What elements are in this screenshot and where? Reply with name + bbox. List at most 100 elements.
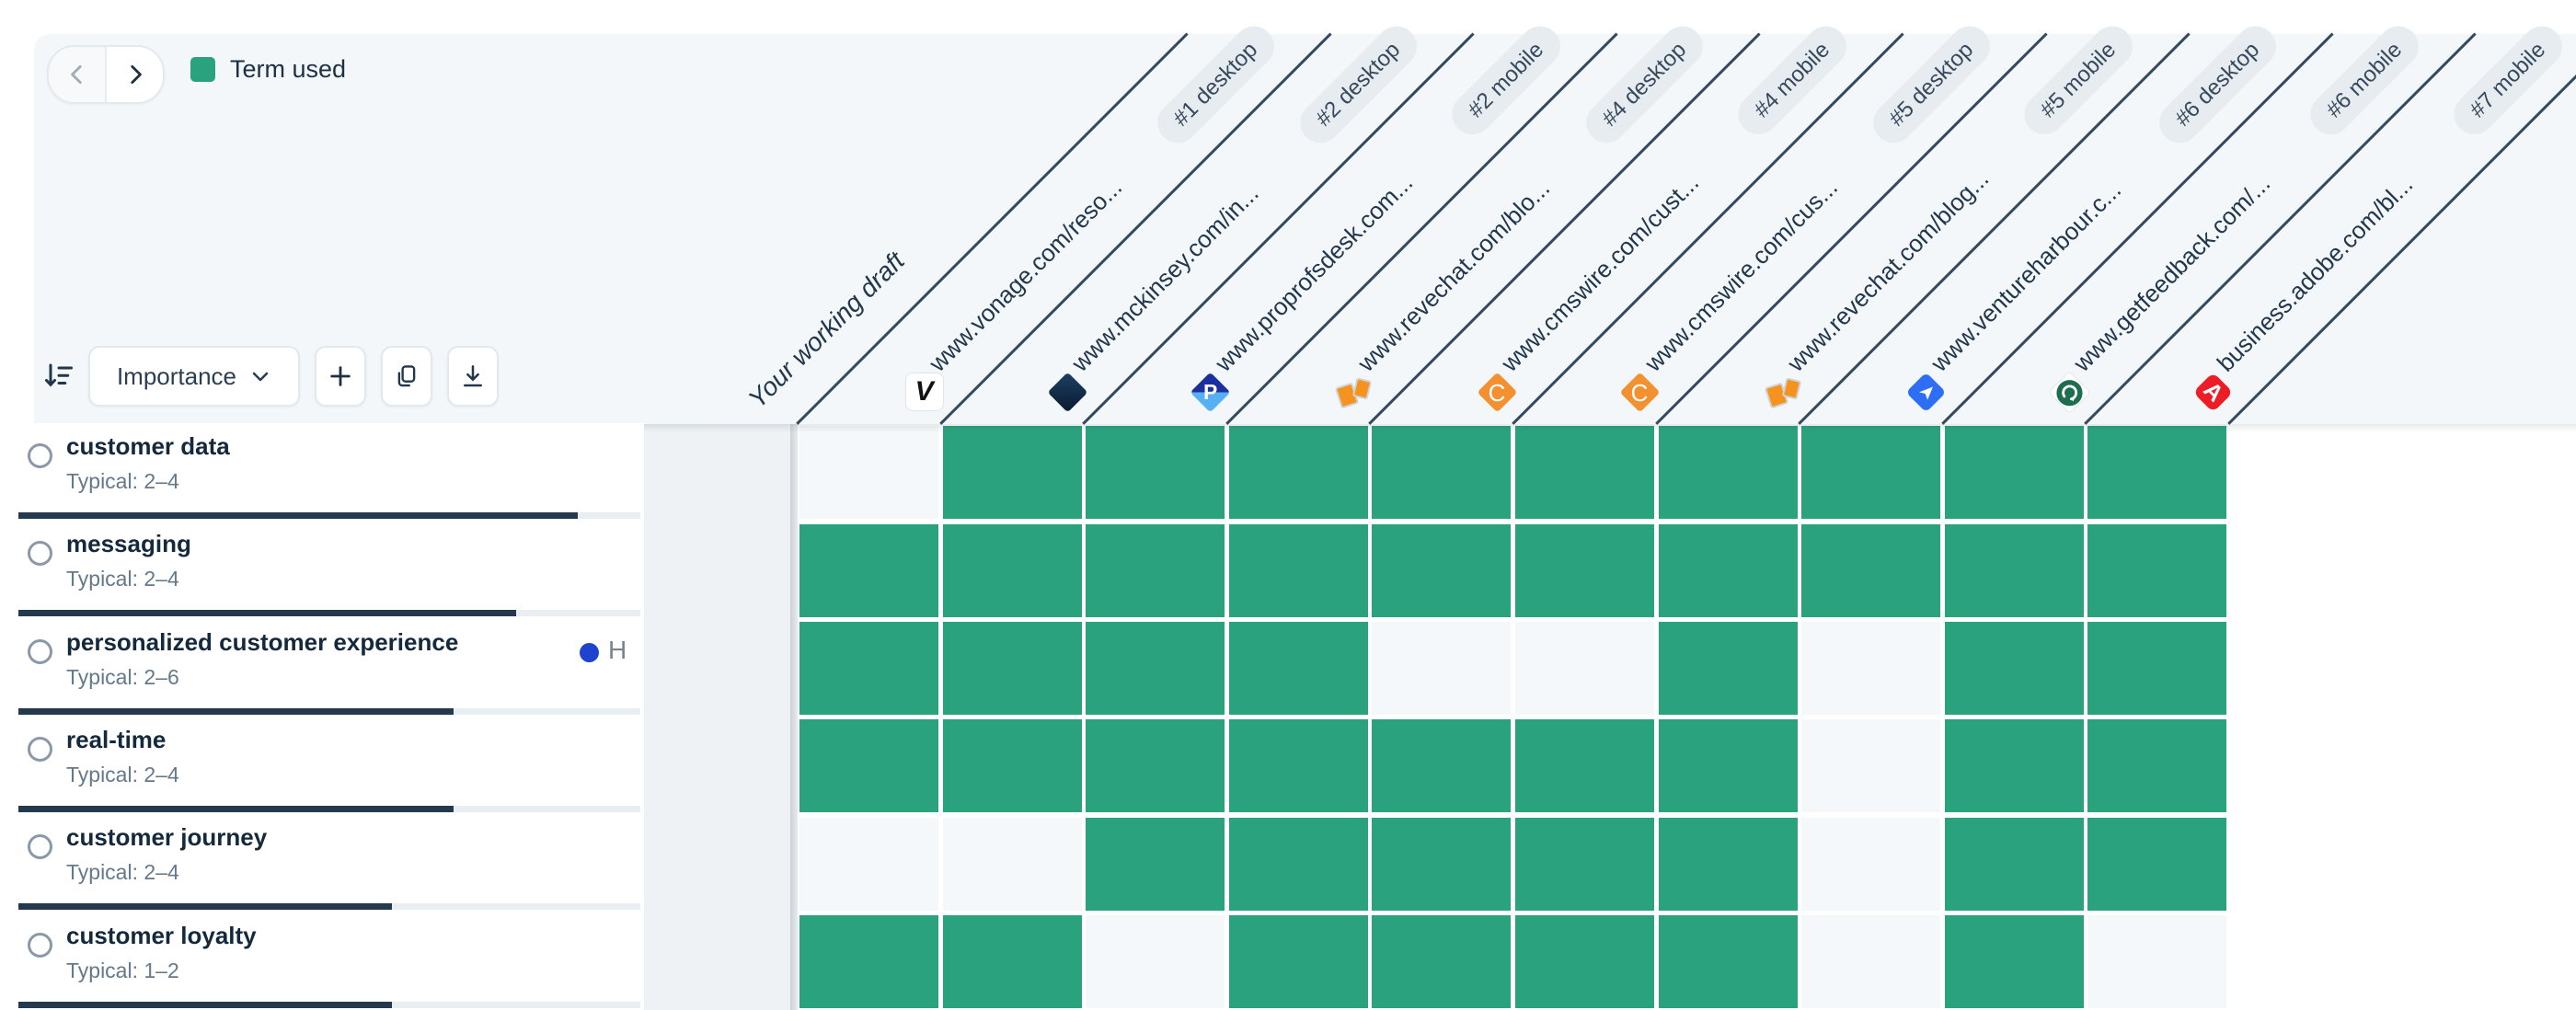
term-cell[interactable]: [1658, 817, 1798, 911]
term-cell[interactable]: [1658, 914, 1798, 1008]
term-cell[interactable]: [1515, 426, 1654, 520]
term-cell[interactable]: [1372, 426, 1512, 520]
term-cell[interactable]: [1658, 523, 1798, 617]
favicon-proprofs: P: [1190, 372, 1231, 412]
term-cell[interactable]: [1228, 914, 1368, 1008]
term-radio[interactable]: [28, 736, 52, 762]
importance-bar: [18, 610, 640, 617]
term-cell[interactable]: [799, 914, 938, 1008]
term-cell[interactable]: [1372, 719, 1512, 813]
favicon-cmswire: C: [1619, 372, 1661, 412]
term-cell[interactable]: [2087, 622, 2227, 715]
term-cell[interactable]: [1086, 622, 1225, 715]
term-name: customer journey: [66, 823, 268, 852]
term-cell[interactable]: [1944, 622, 2084, 715]
copy-terms-button[interactable]: [381, 346, 432, 407]
term-cell[interactable]: [1944, 914, 2084, 1008]
importance-bar: [18, 903, 640, 911]
download-button[interactable]: [447, 346, 499, 407]
chevron-right-icon: [123, 63, 147, 86]
term-cell[interactable]: [1801, 426, 1941, 520]
term-typical-range: Typical: 2–6: [66, 664, 179, 689]
term-cell[interactable]: [1086, 817, 1225, 911]
term-row[interactable]: messaging Typical: 2–4: [0, 521, 644, 619]
term-cell[interactable]: [2087, 719, 2227, 813]
term-cell[interactable]: [1801, 719, 1941, 813]
term-cell[interactable]: [1515, 622, 1654, 715]
term-cell[interactable]: [1658, 622, 1798, 715]
term-cell[interactable]: [2087, 523, 2227, 617]
term-cell[interactable]: [1944, 719, 2084, 813]
term-row[interactable]: customer loyalty Typical: 1–2: [0, 912, 644, 1010]
term-radio[interactable]: [28, 638, 52, 664]
term-cell[interactable]: [1801, 523, 1941, 617]
term-cell[interactable]: [799, 719, 938, 813]
term-cell[interactable]: [1372, 622, 1512, 715]
term-cell[interactable]: [2087, 817, 2227, 911]
nav-divider: [105, 47, 107, 102]
term-cell[interactable]: [942, 523, 1082, 617]
term-cell[interactable]: [1658, 426, 1798, 520]
term-cell[interactable]: [1944, 523, 2084, 617]
term-cell[interactable]: [1658, 719, 1798, 813]
term-cell[interactable]: [1228, 719, 1368, 813]
term-cell[interactable]: [1515, 719, 1654, 813]
importance-bar: [18, 707, 640, 715]
term-row[interactable]: customer journey Typical: 2–4: [0, 814, 644, 912]
term-cell[interactable]: [1228, 426, 1368, 520]
favicon-revechat: [1763, 372, 1803, 412]
term-cell[interactable]: [2087, 914, 2227, 1008]
term-cell[interactable]: [942, 426, 1082, 520]
term-cell[interactable]: [942, 914, 1082, 1008]
term-cell[interactable]: [1086, 426, 1225, 520]
importance-bar: [18, 1001, 640, 1008]
term-cell[interactable]: [1086, 523, 1225, 617]
scroll-left-button[interactable]: [49, 47, 105, 102]
term-cell[interactable]: [799, 622, 938, 715]
term-used-swatch: [190, 57, 215, 82]
term-radio[interactable]: [28, 541, 52, 567]
favicon-getfeedback: [2048, 370, 2091, 414]
add-term-button[interactable]: [315, 346, 366, 407]
term-row[interactable]: customer data Typical: 2–4: [0, 423, 644, 521]
term-cell[interactable]: [1515, 523, 1654, 617]
term-cell[interactable]: [799, 523, 938, 617]
term-cell[interactable]: [1086, 914, 1225, 1008]
term-cell[interactable]: [942, 719, 1082, 813]
importance-bar-fill: [18, 512, 579, 519]
legend: Term used: [190, 55, 346, 84]
term-cell[interactable]: [1086, 719, 1225, 813]
term-cell[interactable]: [942, 622, 1082, 715]
term-cell[interactable]: [1801, 817, 1941, 911]
term-cell[interactable]: [1228, 523, 1368, 617]
plus-icon: [328, 363, 353, 389]
term-cell[interactable]: [942, 817, 1082, 911]
term-cell[interactable]: [2087, 426, 2227, 520]
term-radio[interactable]: [28, 443, 52, 468]
sort-descending-icon[interactable]: [42, 360, 75, 393]
term-name: personalized customer experience: [66, 627, 459, 656]
term-cell[interactable]: [1944, 817, 2084, 911]
term-cell[interactable]: [799, 426, 938, 520]
term-cell[interactable]: [1515, 817, 1654, 911]
term-cell[interactable]: [1801, 914, 1941, 1008]
chevron-down-icon: [249, 365, 271, 387]
term-cell[interactable]: [1944, 426, 2084, 520]
term-cell[interactable]: [1515, 914, 1654, 1008]
term-row[interactable]: personalized customer experience Typical:…: [0, 618, 644, 717]
term-cell[interactable]: [1372, 817, 1512, 911]
term-name: customer data: [66, 432, 230, 460]
term-radio[interactable]: [28, 834, 52, 860]
term-typical-range: Typical: 2–4: [66, 567, 179, 591]
favicon-cmswire: C: [1477, 372, 1517, 412]
term-cell[interactable]: [1801, 622, 1941, 715]
importance-dropdown[interactable]: Importance: [88, 346, 300, 407]
term-cell[interactable]: [1228, 622, 1368, 715]
term-cell[interactable]: [1228, 817, 1368, 911]
term-cell[interactable]: [799, 817, 938, 911]
scroll-right-button[interactable]: [107, 47, 163, 102]
term-radio[interactable]: [28, 932, 52, 958]
term-cell[interactable]: [1372, 523, 1512, 617]
term-cell[interactable]: [1372, 914, 1512, 1008]
term-row[interactable]: real-time Typical: 2–4: [0, 716, 644, 814]
